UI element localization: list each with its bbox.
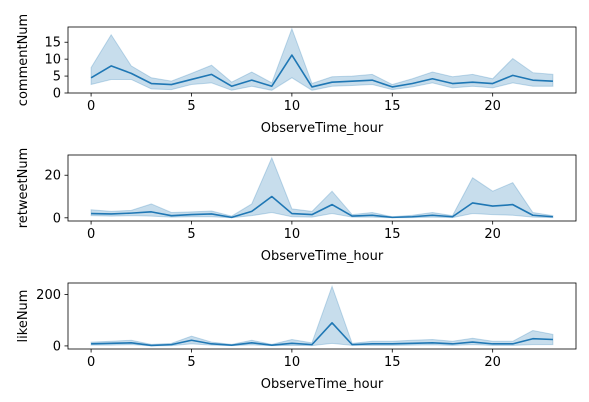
x-tick-label: 15	[384, 355, 401, 370]
x-tick-label: 0	[87, 99, 95, 114]
x-tick-label: 0	[87, 355, 95, 370]
x-tick-label: 5	[187, 227, 195, 242]
confidence-band	[90, 27, 554, 91]
x-tick-label: 20	[484, 227, 501, 242]
y-tick-label: 10	[44, 53, 61, 68]
x-tick-label: 20	[484, 99, 501, 114]
y-axis-label: retweetNum	[16, 148, 31, 229]
x-axis-label: ObserveTime_hour	[261, 377, 384, 392]
confidence-band	[90, 284, 554, 347]
y-tick-label: 0	[53, 87, 61, 102]
x-tick-label: 10	[284, 227, 301, 242]
series-line	[91, 322, 553, 347]
series-line	[90, 54, 553, 88]
x-tick-label: 5	[187, 99, 195, 114]
x-tick-label: 20	[484, 355, 501, 370]
y-tick-label: 200	[36, 288, 61, 303]
y-tick-label: 20	[44, 169, 61, 184]
x-tick-label: 15	[384, 99, 401, 114]
y-axis-label: likeNum	[16, 290, 31, 343]
series-line	[91, 195, 553, 219]
x-tick-label: 15	[384, 227, 401, 242]
x-axis-label: ObserveTime_hour	[261, 249, 384, 264]
y-tick-label: 5	[53, 70, 61, 85]
x-tick-label: 5	[187, 355, 195, 370]
y-tick-label: 0	[53, 339, 61, 354]
axes-frame	[67, 26, 577, 94]
axes-frame	[67, 282, 577, 350]
y-axis-label: commentNum	[16, 14, 31, 106]
y-tick-label: 15	[44, 36, 61, 51]
x-tick-label: 0	[87, 227, 95, 242]
subplot-retweet-num: 0 5 10 15 20 0 20 ObserveTime_hour retweetNum	[16, 148, 577, 264]
x-tick-label: 10	[284, 99, 301, 114]
x-axis-label: ObserveTime_hour	[261, 121, 384, 136]
y-tick-label: 0	[53, 211, 61, 226]
x-tick-label: 10	[284, 355, 301, 370]
axes-frame	[67, 154, 577, 222]
